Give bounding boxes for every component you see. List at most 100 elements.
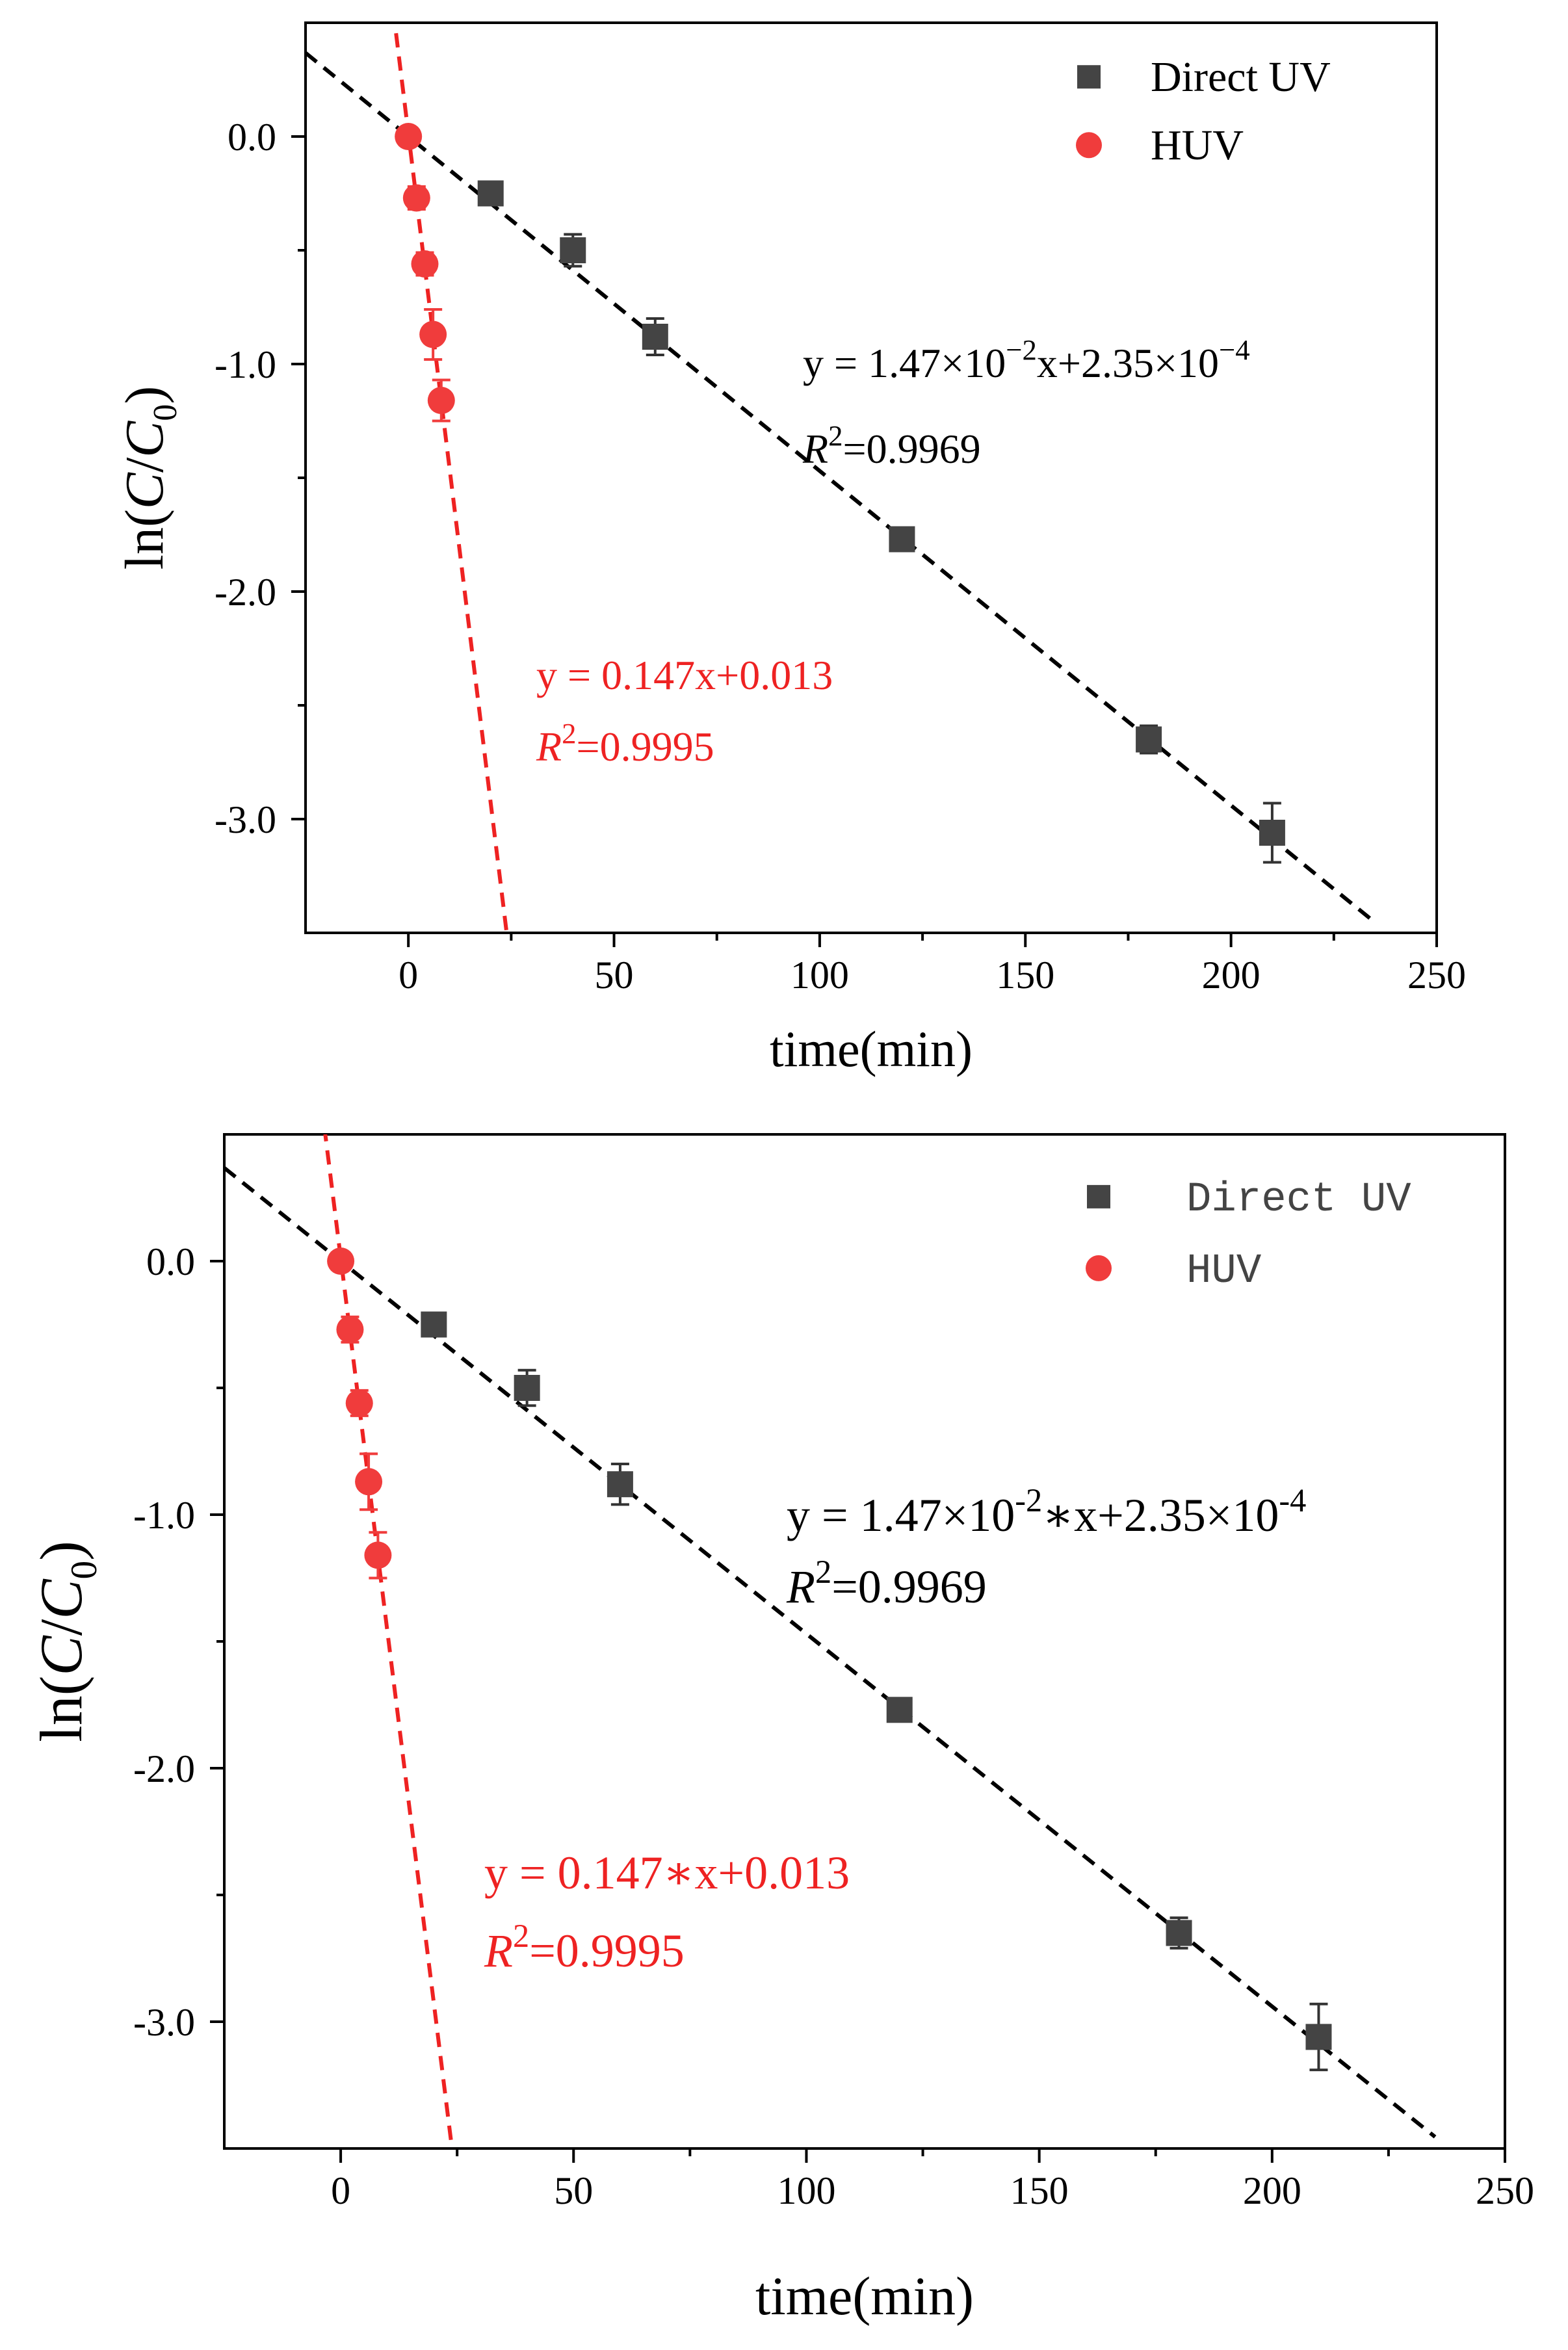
direct-uv-point: [421, 1311, 447, 1338]
direct-uv-fit-line: [306, 51, 1376, 924]
x-tick-label: 150: [1010, 2169, 1069, 2212]
huv-point: [395, 123, 423, 150]
y-label-ln: ln(: [28, 1676, 94, 1742]
huv-point: [364, 1541, 392, 1569]
direct-uv-point: [514, 1375, 540, 1401]
direct-uv-r2-value: =0.9969: [831, 1561, 987, 1613]
x-tick-label: 50: [595, 954, 634, 997]
direct-uv-r2-r: R: [786, 1561, 815, 1613]
y-label-c: C: [114, 472, 175, 509]
plot-frame: [304, 21, 1438, 934]
legend-square-marker: [1077, 65, 1101, 89]
direct-uv-r2-sup: 2: [815, 1554, 831, 1590]
huv-r2-value: =0.9995: [529, 1925, 685, 1977]
y-axis-label: ln(C/C0): [28, 1541, 105, 1742]
direct-uv-eq-exp1: -2: [1015, 1482, 1042, 1519]
huv-r2: R2=0.9995: [484, 1918, 685, 1977]
direct-uv-point: [886, 1697, 913, 1723]
y-label-sub: 0: [147, 404, 184, 421]
legend-label-huv: HUV: [1151, 122, 1244, 169]
huv-point: [345, 1389, 373, 1417]
x-tick-label: 200: [1243, 2169, 1301, 2212]
direct-uv-eq-lead: y = 1.47×10: [803, 340, 1006, 386]
legend-square-marker: [1087, 1184, 1110, 1208]
direct-uv-r2: R2=0.9969: [802, 419, 981, 472]
huv-point: [419, 320, 447, 348]
direct-uv-point: [1166, 1920, 1192, 1946]
huv-point: [355, 1468, 383, 1496]
direct-uv-r2-value: =0.9969: [843, 426, 981, 472]
y-label-slash: /: [114, 457, 175, 473]
y-label-c0: C: [114, 421, 175, 458]
plot-area: [306, 33, 1376, 933]
x-axis-label: time(min): [755, 2266, 974, 2327]
y-tick-label: 0.0: [228, 116, 276, 159]
huv-r2-sup: 2: [562, 717, 576, 750]
chart-bottom: 0 50 100 150 200 250 0.0 -1.0 -2.0 -3.0 time(min) l…: [28, 1133, 1534, 2327]
direct-uv-r2-r: R: [802, 426, 828, 472]
y-axis-label: ln(C/C0): [114, 386, 184, 570]
x-axis-label: time(min): [770, 1021, 973, 1077]
direct-uv-point: [477, 180, 504, 207]
direct-uv-equation: y = 1.47×10-2∗x+2.35×10-4: [787, 1482, 1306, 1541]
direct-uv-r2: R2=0.9969: [786, 1554, 987, 1613]
y-tick-label: -3.0: [215, 798, 276, 841]
direct-uv-eq-mid: x+2.35×10: [1037, 340, 1219, 386]
x-tick-label: 250: [1476, 2169, 1534, 2212]
direct-uv-eq-exp1: −2: [1006, 333, 1037, 366]
huv-r2-r: R: [484, 1925, 513, 1977]
direct-uv-equation: y = 1.47×10−2x+2.35×10−4: [803, 333, 1250, 386]
huv-fit-line: [323, 1134, 454, 2148]
plot-frame: [223, 1133, 1506, 2150]
huv-point: [411, 250, 439, 278]
direct-uv-eq-lead: y = 1.47×10: [787, 1489, 1015, 1541]
huv-r2: R2=0.9995: [536, 717, 714, 770]
y-tick-label: -3.0: [133, 2001, 195, 2044]
direct-uv-point: [1305, 2024, 1332, 2050]
legend-circle-marker: [1086, 1255, 1112, 1281]
huv-r2-sup: 2: [513, 1918, 529, 1954]
x-tick-label: 50: [554, 2169, 593, 2212]
direct-uv-point: [642, 324, 668, 350]
huv-equation: y = 0.147x+0.013: [536, 652, 833, 698]
y-tick-label: -2.0: [133, 1747, 195, 1790]
y-label-close: ): [114, 386, 175, 404]
y-label-slash: /: [28, 1619, 94, 1636]
x-tick-label: 0: [399, 954, 418, 997]
direct-uv-point: [607, 1471, 633, 1498]
huv-point: [402, 184, 430, 212]
legend-label-direct-uv: Direct UV: [1186, 1177, 1411, 1223]
huv-equation: y = 0.147∗x+0.013: [484, 1847, 850, 1899]
direct-uv-point: [889, 526, 915, 553]
x-tick-label: 0: [331, 2169, 350, 2212]
direct-uv-point: [560, 237, 586, 263]
legend-circle-marker: [1076, 132, 1102, 159]
x-tick-label: 100: [791, 954, 849, 997]
chart-top: 0 50 100 150 200 250 0.0 -1.0 -2.0 -3.0 time(min) l…: [114, 21, 1466, 1077]
y-tick-label: -1.0: [133, 1494, 195, 1537]
direct-uv-fit-line: [224, 1166, 1437, 2139]
direct-uv-point: [1259, 820, 1285, 846]
plot-area: [224, 1134, 1437, 2148]
y-tick-label: 0.0: [146, 1240, 195, 1283]
y-tick-label: -1.0: [215, 343, 276, 386]
huv-point: [427, 387, 455, 414]
y-tick-label: -2.0: [215, 571, 276, 614]
legend-label-direct-uv: Direct UV: [1151, 53, 1331, 101]
huv-point: [327, 1247, 355, 1275]
direct-uv-eq-exp2: -4: [1279, 1482, 1306, 1519]
direct-uv-eq-mid: ∗x+2.35×10: [1042, 1489, 1279, 1541]
huv-fit-line: [394, 33, 509, 933]
huv-point: [336, 1316, 364, 1344]
x-tick-label: 200: [1202, 954, 1261, 997]
y-label-ln: ln(: [114, 509, 175, 569]
y-label-sub: 0: [64, 1561, 105, 1580]
x-tick-label: 250: [1407, 954, 1466, 997]
direct-uv-point: [1136, 726, 1162, 753]
huv-r2-r: R: [536, 724, 562, 770]
legend-label-huv: HUV: [1186, 1248, 1262, 1295]
y-label-close: ): [28, 1541, 94, 1561]
huv-r2-value: =0.9995: [577, 724, 714, 770]
y-label-c: C: [28, 1635, 94, 1676]
